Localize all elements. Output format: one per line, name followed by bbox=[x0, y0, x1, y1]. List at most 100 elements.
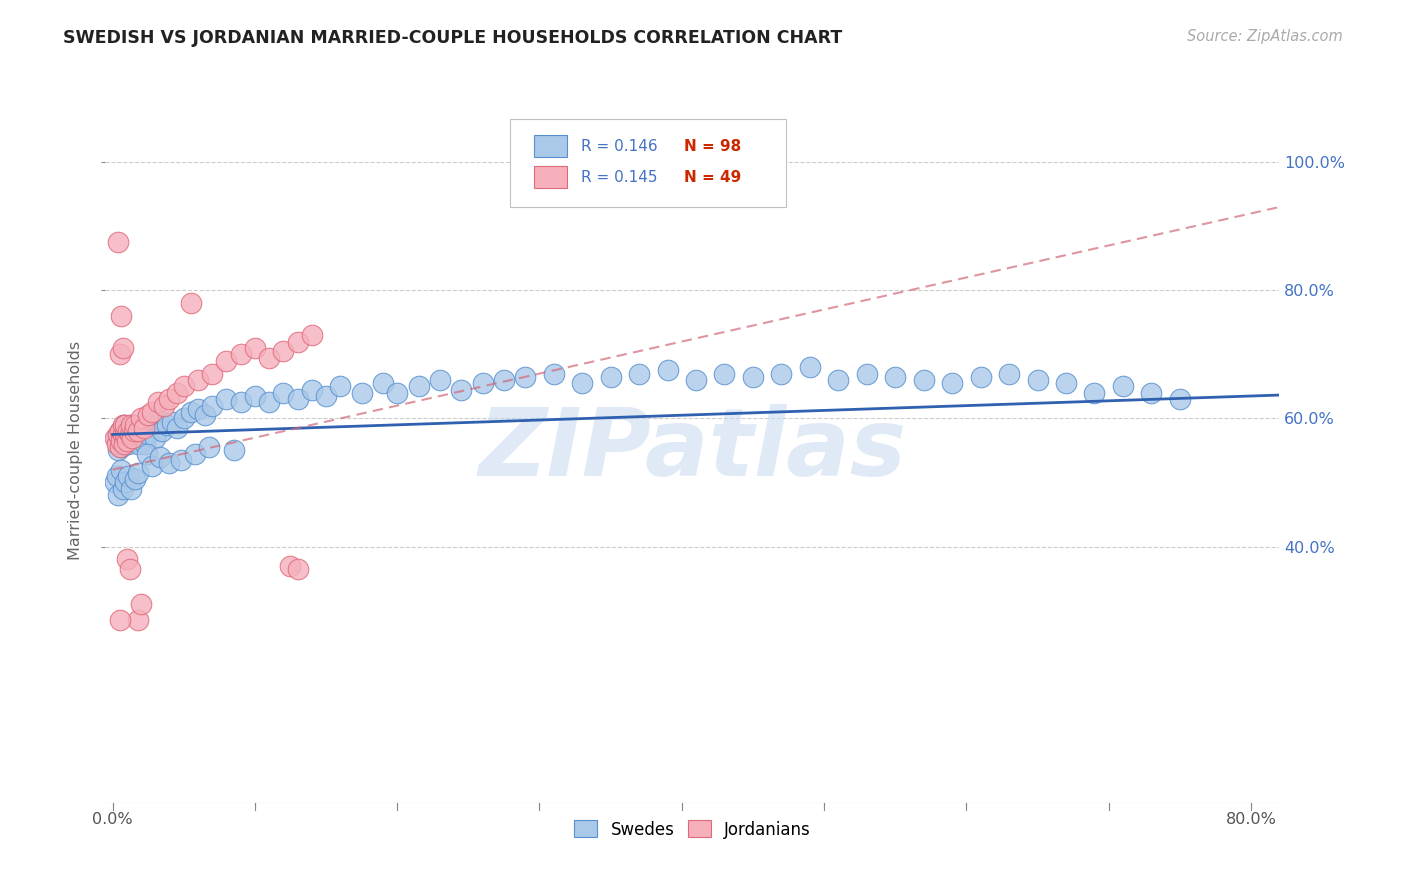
Point bbox=[111, 417, 134, 432]
Point bbox=[657, 363, 679, 377]
Point bbox=[114, 417, 136, 432]
Point bbox=[108, 424, 131, 438]
Point bbox=[450, 383, 472, 397]
Point bbox=[111, 427, 134, 442]
Point bbox=[187, 373, 209, 387]
Point bbox=[166, 385, 188, 400]
Point bbox=[108, 613, 131, 627]
Point bbox=[287, 562, 309, 576]
Point bbox=[884, 369, 907, 384]
Point bbox=[117, 424, 139, 438]
Point bbox=[912, 373, 935, 387]
Point bbox=[114, 427, 136, 442]
Point bbox=[385, 385, 408, 400]
Text: N = 49: N = 49 bbox=[685, 169, 741, 185]
Point bbox=[159, 392, 181, 407]
Point bbox=[301, 383, 323, 397]
Point bbox=[371, 376, 394, 391]
Text: ZIPatlas: ZIPatlas bbox=[478, 404, 907, 497]
Point bbox=[201, 399, 224, 413]
Point bbox=[117, 469, 139, 483]
Point bbox=[515, 369, 537, 384]
Point bbox=[146, 395, 169, 409]
Point bbox=[150, 424, 173, 438]
Point bbox=[136, 427, 159, 442]
Point bbox=[1168, 392, 1191, 407]
Point bbox=[117, 437, 139, 451]
Text: SWEDISH VS JORDANIAN MARRIED-COUPLE HOUSEHOLDS CORRELATION CHART: SWEDISH VS JORDANIAN MARRIED-COUPLE HOUS… bbox=[63, 29, 842, 46]
Point bbox=[742, 369, 765, 384]
Point bbox=[198, 440, 221, 454]
Point bbox=[969, 369, 991, 384]
Point bbox=[132, 415, 155, 429]
Point bbox=[1026, 373, 1049, 387]
Point bbox=[112, 427, 135, 442]
Point bbox=[105, 431, 128, 445]
Point bbox=[194, 409, 217, 423]
Legend: Swedes, Jordanians: Swedes, Jordanians bbox=[567, 814, 818, 846]
Point bbox=[184, 447, 207, 461]
Point bbox=[139, 417, 162, 432]
Point bbox=[148, 450, 170, 464]
Point bbox=[273, 385, 295, 400]
Point bbox=[628, 367, 651, 381]
Point bbox=[120, 417, 142, 432]
Point bbox=[1112, 379, 1135, 393]
Point bbox=[215, 353, 238, 368]
Point bbox=[492, 373, 515, 387]
Point bbox=[408, 379, 430, 393]
Point bbox=[124, 431, 146, 445]
Point bbox=[201, 367, 224, 381]
Point bbox=[315, 389, 337, 403]
Point bbox=[104, 431, 127, 445]
Point bbox=[187, 401, 209, 416]
Point bbox=[243, 341, 266, 355]
Point bbox=[134, 437, 156, 451]
Text: Source: ZipAtlas.com: Source: ZipAtlas.com bbox=[1187, 29, 1343, 44]
Point bbox=[122, 434, 145, 448]
Point bbox=[110, 463, 132, 477]
Point bbox=[107, 443, 129, 458]
Point bbox=[941, 376, 963, 391]
Point bbox=[115, 431, 138, 445]
Point bbox=[104, 475, 127, 490]
Point bbox=[180, 405, 202, 419]
Point bbox=[287, 334, 309, 349]
Point bbox=[129, 421, 152, 435]
Point bbox=[120, 482, 142, 496]
Point bbox=[114, 475, 136, 490]
Point bbox=[162, 415, 184, 429]
Point bbox=[136, 409, 159, 423]
Point bbox=[141, 459, 163, 474]
Point bbox=[118, 427, 141, 442]
Point bbox=[118, 427, 141, 442]
Point bbox=[127, 437, 149, 451]
Point bbox=[329, 379, 352, 393]
Point bbox=[127, 613, 149, 627]
Point bbox=[429, 373, 451, 387]
Text: R = 0.146: R = 0.146 bbox=[581, 138, 658, 153]
Point bbox=[229, 347, 252, 361]
Point bbox=[571, 376, 593, 391]
Point bbox=[229, 395, 252, 409]
Point bbox=[287, 392, 309, 407]
Point bbox=[114, 437, 136, 451]
Point bbox=[112, 437, 135, 451]
Point bbox=[257, 395, 280, 409]
FancyBboxPatch shape bbox=[510, 120, 786, 207]
Point bbox=[107, 235, 129, 250]
Point bbox=[111, 482, 134, 496]
Point bbox=[543, 367, 565, 381]
Point bbox=[222, 443, 245, 458]
Point bbox=[173, 411, 195, 425]
Point bbox=[350, 385, 373, 400]
Point bbox=[108, 424, 131, 438]
FancyBboxPatch shape bbox=[534, 136, 567, 157]
Point bbox=[599, 369, 621, 384]
Point bbox=[855, 367, 877, 381]
Point bbox=[110, 309, 132, 323]
Point bbox=[257, 351, 280, 365]
Point bbox=[115, 434, 138, 448]
FancyBboxPatch shape bbox=[534, 167, 567, 187]
Y-axis label: Married-couple Households: Married-couple Households bbox=[67, 341, 83, 560]
